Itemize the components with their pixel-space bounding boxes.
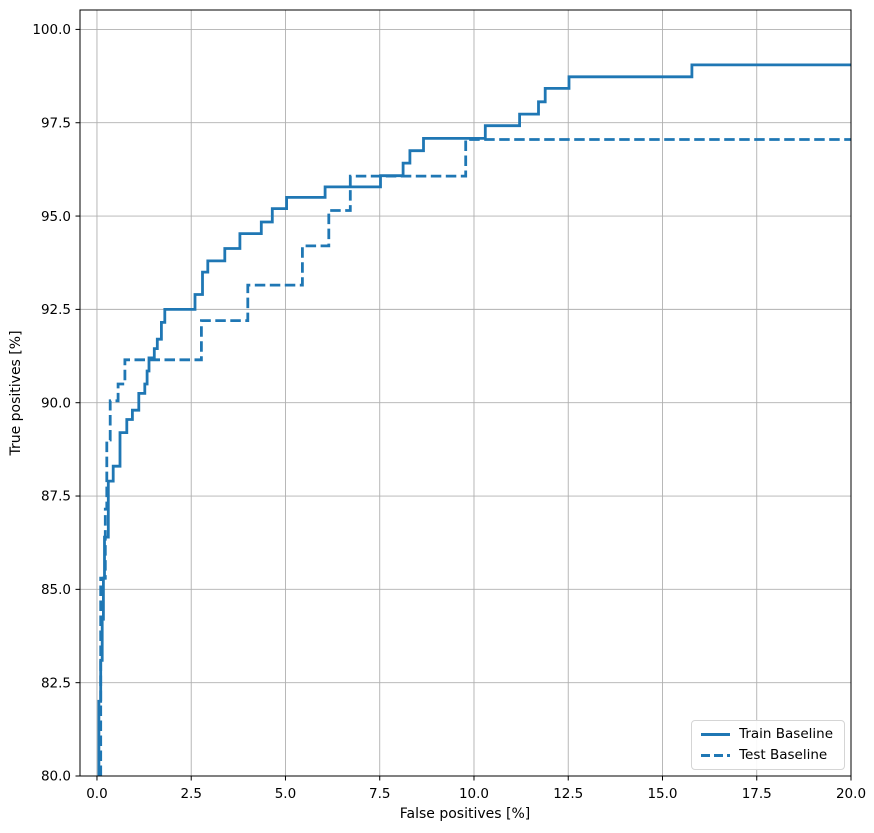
x-tick-label: 10.0 — [459, 786, 489, 802]
x-tick-label: 2.5 — [180, 786, 201, 802]
legend: Train Baseline Test Baseline — [691, 720, 845, 770]
x-tick-label: 15.0 — [647, 786, 677, 802]
legend-item-test-baseline: Test Baseline — [701, 746, 833, 763]
y-tick-label: 95.0 — [41, 209, 71, 225]
curve-test-baseline — [99, 138, 851, 776]
x-tick-label: 0.0 — [86, 786, 107, 802]
y-axis-label: True positives [%] — [8, 330, 24, 456]
legend-label: Train Baseline — [739, 726, 833, 742]
x-tick-label: 5.0 — [275, 786, 296, 802]
x-tick-label: 7.5 — [369, 786, 390, 802]
y-tick-label: 80.0 — [41, 769, 71, 785]
y-tick-label: 87.5 — [41, 489, 71, 505]
y-tick-label: 82.5 — [41, 675, 71, 691]
test-line-swatch — [701, 753, 731, 757]
x-tick-label: 12.5 — [553, 786, 583, 802]
y-tick-label: 90.0 — [41, 395, 71, 411]
x-tick-label: 20.0 — [836, 786, 866, 802]
y-tick-label: 92.5 — [41, 302, 71, 318]
x-tick-label: 17.5 — [742, 786, 772, 802]
axes-spines — [79, 9, 852, 777]
curve-train-baseline — [97, 63, 851, 776]
y-tick-label: 97.5 — [41, 115, 71, 131]
x-axis-label: False positives [%] — [399, 806, 531, 822]
y-tick-label: 85.0 — [41, 582, 71, 598]
train-line-swatch — [701, 733, 731, 737]
y-tick-label: 100.0 — [32, 22, 71, 38]
legend-item-train-baseline: Train Baseline — [701, 726, 833, 742]
legend-label: Test Baseline — [739, 746, 828, 763]
